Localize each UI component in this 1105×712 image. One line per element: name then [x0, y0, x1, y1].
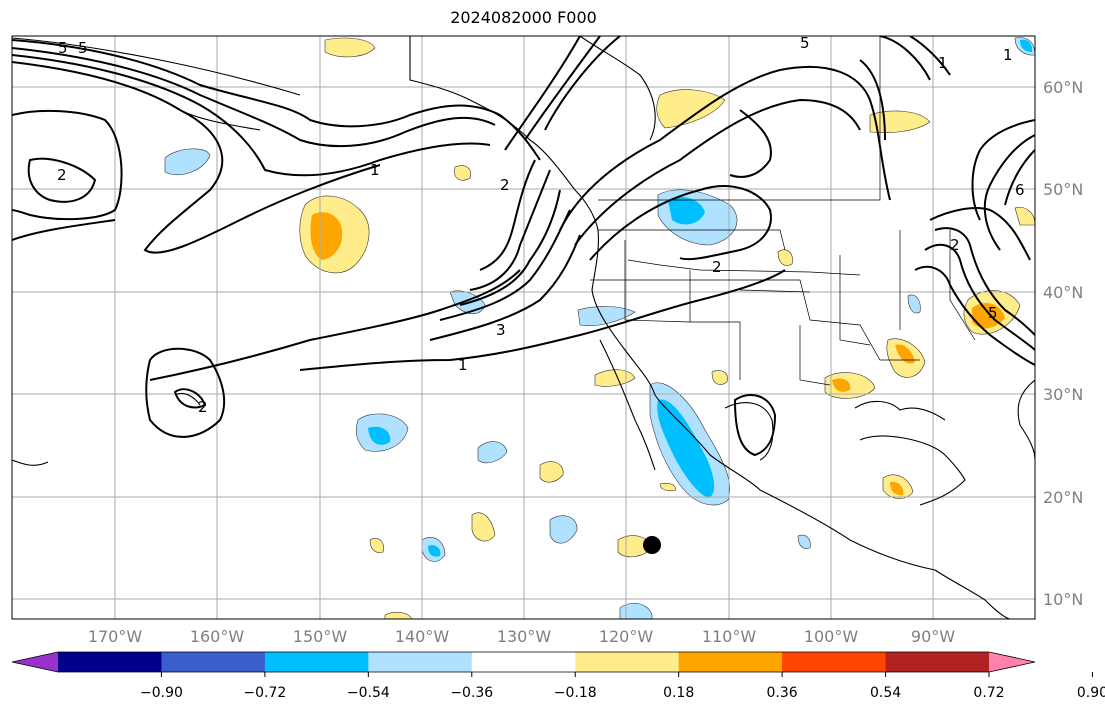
colorbar-segment [678, 652, 783, 672]
lon-label: 170°W [88, 627, 143, 646]
lon-label: 100°W [804, 627, 859, 646]
contour-label: 2 [198, 398, 208, 416]
map-frame [11, 35, 1036, 620]
colorbar-tick-label: −0.54 [347, 685, 390, 701]
latitude-labels: 60°N 50°N 40°N 30°N 20°N 10°N [1043, 78, 1083, 609]
contour-label: 5 [58, 39, 68, 57]
colorbar-segment [161, 652, 266, 672]
contour-label: 2 [950, 236, 960, 254]
colorbar-segment [471, 652, 576, 672]
colorbar-ticks: −0.90 −0.72 −0.54 −0.36 −0.18 0.18 0.36 0.54 0.7… [140, 672, 1105, 701]
contour-label: 1 [1003, 46, 1013, 64]
colorbar-segment [782, 652, 887, 672]
contour-label: 3 [496, 321, 506, 339]
contour-label: 2 [57, 166, 67, 184]
colorbar-tick-label: −0.90 [140, 685, 183, 701]
colorbar-tick-label: −0.36 [450, 685, 493, 701]
contour-label: 5 [800, 34, 810, 52]
contour-label: 1 [458, 356, 468, 374]
storm-marker [643, 536, 661, 554]
lon-label: 120°W [599, 627, 654, 646]
colorbar-segment [264, 652, 369, 672]
contour-label: 6 [1015, 181, 1025, 199]
lon-label: 160°W [190, 627, 245, 646]
map-title: 2024082000 F000 [450, 8, 597, 27]
colorbar-segment [368, 652, 473, 672]
colorbar-segment [575, 652, 680, 672]
longitude-labels: 170°W 160°W 150°W 140°W 130°W 120°W 110°… [88, 627, 955, 646]
contour-label: 2 [712, 258, 722, 276]
colorbar-tick-label: 0.72 [973, 685, 1004, 701]
colorbar-segment [885, 652, 990, 672]
colorbar-extend-low [12, 652, 58, 672]
colorbar-tick-label: 0.18 [663, 685, 694, 701]
contour-lines [12, 36, 1035, 457]
contour-label: 1 [938, 54, 948, 72]
colorbar-outline [11, 651, 1036, 673]
lon-label: 140°W [395, 627, 450, 646]
contour-labels: 5 5 1 1 2 2 2 2 3 1 2 5 5 1 6 [57, 34, 1025, 416]
lat-label: 40°N [1043, 283, 1083, 302]
colorbar-tick-label: −0.18 [554, 685, 597, 701]
contour-label: 5 [78, 39, 88, 57]
lon-label: 110°W [702, 627, 757, 646]
lon-label: 90°W [911, 627, 955, 646]
colorbar [11, 651, 1036, 673]
contour-label: 1 [370, 161, 380, 179]
colorbar-segment [58, 652, 162, 672]
lat-label: 30°N [1043, 385, 1083, 404]
lat-label: 20°N [1043, 488, 1083, 507]
colorbar-tick-label: −0.72 [243, 685, 286, 701]
lat-label: 60°N [1043, 78, 1083, 97]
colorbar-tick-label: 0.36 [767, 685, 798, 701]
contour-label: 5 [988, 304, 998, 322]
lat-label: 50°N [1043, 180, 1083, 199]
colorbar-tick-label: 0.90 [1077, 685, 1105, 701]
lon-label: 150°W [293, 627, 348, 646]
colorbar-tick-label: 0.54 [870, 685, 901, 701]
coastlines [12, 36, 1035, 619]
colorbar-extend-high [989, 652, 1035, 672]
lon-label: 130°W [497, 627, 552, 646]
lat-label: 10°N [1043, 590, 1083, 609]
contour-label: 2 [500, 176, 510, 194]
